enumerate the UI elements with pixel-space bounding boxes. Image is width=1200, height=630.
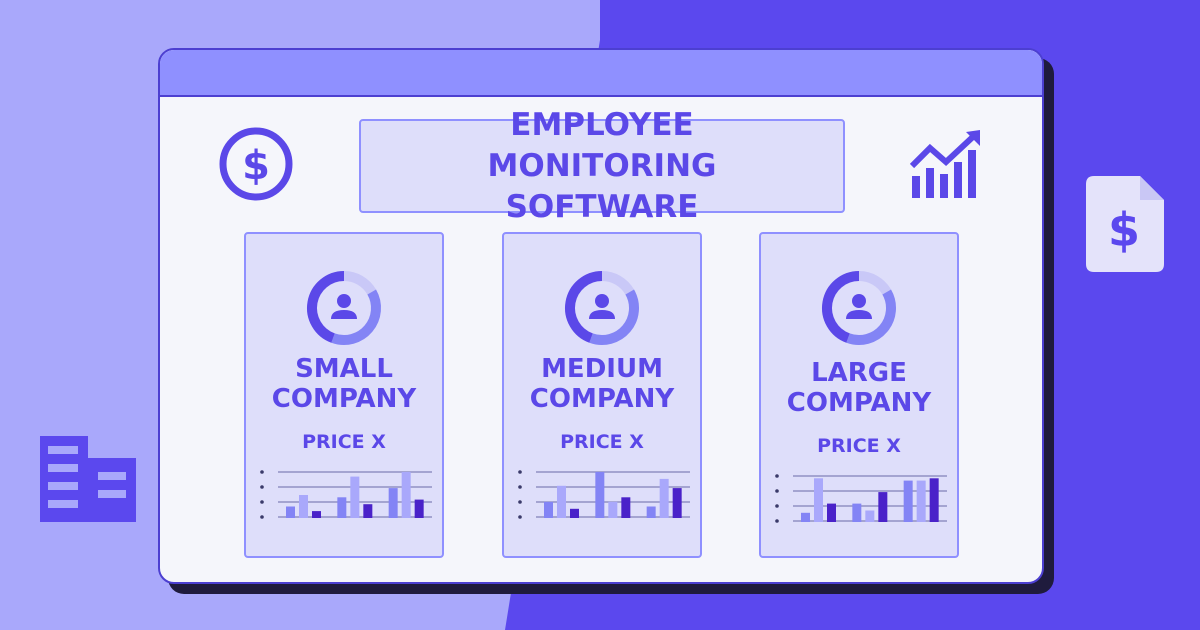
user-head <box>337 294 351 308</box>
chart-tick-dot <box>260 470 264 474</box>
mini-bar-chart <box>260 470 432 519</box>
card-price: PRICE X <box>817 435 901 457</box>
chart-tick-dot <box>775 519 779 523</box>
chart-bar <box>363 504 373 518</box>
chart-bar <box>903 480 913 522</box>
chart-tick-dot <box>775 489 779 493</box>
chart-bar <box>388 488 398 518</box>
card-name: LARGE COMPANY <box>761 358 957 418</box>
pricing-card-large: LARGE COMPANY PRICE X <box>759 232 959 558</box>
mini-bar-chart <box>775 474 947 523</box>
chart-tick-dot <box>260 485 264 489</box>
chart-bar <box>544 501 553 518</box>
user-head <box>852 294 866 308</box>
chart-tick-dot <box>260 500 264 504</box>
donut-segment <box>589 289 639 345</box>
donut-segment <box>846 289 896 345</box>
donut-segment <box>343 271 377 295</box>
chart-bar <box>621 497 631 518</box>
chart-tick-dot <box>775 474 779 478</box>
chart-bar <box>646 506 656 518</box>
chart-bar <box>827 503 836 522</box>
user-donut-icon <box>307 271 381 345</box>
chart-bar <box>286 506 295 518</box>
chart-bar <box>299 495 308 518</box>
chart-bar <box>557 485 566 518</box>
chart-tick-dot <box>518 485 522 489</box>
title-banner: EMPLOYEE MONITORING SOFTWARE <box>359 107 845 225</box>
chart-bar <box>608 501 618 518</box>
window-titlebar <box>160 50 1042 97</box>
chart-tick-dot <box>518 470 522 474</box>
chart-bar <box>401 472 411 518</box>
chart-bar <box>672 488 682 518</box>
chart-bar <box>312 511 321 518</box>
trending-chart-icon <box>910 130 980 198</box>
card-name-line2: COMPANY <box>271 384 417 414</box>
page-title: EMPLOYEE MONITORING SOFTWARE <box>392 105 812 228</box>
mini-bar-chart <box>518 470 690 519</box>
user-donut-icon <box>822 271 896 345</box>
chart-bar <box>350 476 360 518</box>
dollar-circle-icon: $ <box>219 127 293 201</box>
donut-segment <box>858 271 892 295</box>
pricing-card-medium: MEDIUM COMPANY PRICE X <box>502 232 702 558</box>
user-head <box>595 294 609 308</box>
office-building-icon <box>40 436 136 522</box>
user-body <box>846 310 872 319</box>
card-name-line1: LARGE <box>811 358 907 388</box>
chart-bar <box>337 497 347 518</box>
chart-bar <box>814 478 823 522</box>
card-name-line2: COMPANY <box>786 388 932 418</box>
page-title-line1: EMPLOYEE MONITORING <box>487 106 717 184</box>
card-name-line1: SMALL <box>295 354 393 384</box>
donut-segment <box>307 271 345 343</box>
user-body <box>331 310 357 319</box>
card-name-line2: COMPANY <box>529 384 675 414</box>
chart-bar <box>852 503 862 522</box>
chart-tick-dot <box>518 515 522 519</box>
donut-segment <box>601 271 635 295</box>
user-body <box>589 310 615 319</box>
svg-text:$: $ <box>242 143 270 189</box>
chart-tick-dot <box>518 500 522 504</box>
chart-bar <box>865 510 875 522</box>
svg-text:$: $ <box>1108 203 1140 257</box>
chart-bar <box>414 499 424 518</box>
chart-bar <box>595 472 605 518</box>
pricing-card-small: SMALL COMPANY PRICE X <box>244 232 444 558</box>
chart-bar <box>929 478 939 522</box>
chart-tick-dot <box>260 515 264 519</box>
card-name: SMALL COMPANY <box>246 354 442 414</box>
card-name: MEDIUM COMPANY <box>504 354 700 414</box>
page-title-line2: SOFTWARE <box>505 188 699 225</box>
chart-bar <box>916 480 926 522</box>
chart-bar <box>801 512 810 522</box>
chart-bar <box>878 492 888 522</box>
donut-segment <box>822 271 860 343</box>
invoice-document-icon: $ <box>1086 176 1164 272</box>
chart-tick-dot <box>775 504 779 508</box>
user-donut-icon <box>565 271 639 345</box>
card-name-line1: MEDIUM <box>541 354 663 384</box>
donut-segment <box>331 289 381 345</box>
card-price: PRICE X <box>302 431 386 453</box>
app-window: $ EMPLOYEE MONITORING SOFTWARE SMALL COM… <box>158 48 1044 584</box>
chart-bar <box>659 478 669 518</box>
chart-bar <box>570 508 579 518</box>
donut-segment <box>565 271 603 343</box>
card-price: PRICE X <box>560 431 644 453</box>
